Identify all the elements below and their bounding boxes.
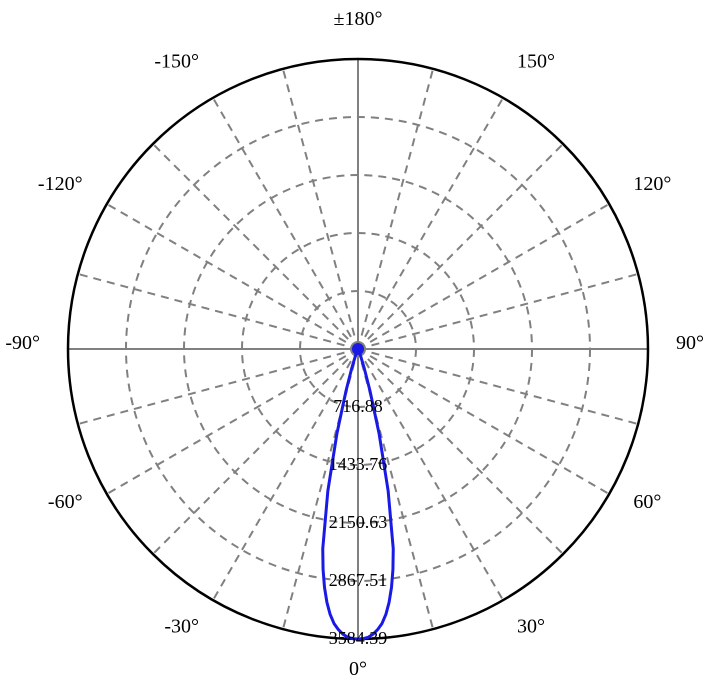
radial-tick-label: 3584.39 [329, 628, 388, 648]
angle-label: 120° [633, 173, 671, 195]
angle-label: 60° [633, 491, 661, 513]
radial-tick-label: 716.88 [333, 396, 383, 416]
angle-label: -90° [5, 332, 40, 354]
angle-label: -120° [38, 173, 83, 195]
radial-tick-label: 1433.76 [329, 454, 388, 474]
angle-label: 30° [517, 615, 545, 637]
radial-tick-label: 2867.51 [329, 570, 388, 590]
angle-label: 90° [676, 332, 704, 354]
angle-label: -150° [154, 51, 199, 73]
angle-label: 150° [517, 51, 555, 73]
radial-tick-label: 2150.63 [329, 512, 388, 532]
angle-label: -30° [164, 615, 199, 637]
angle-label: -60° [48, 491, 83, 513]
angle-label: ±180° [334, 8, 383, 30]
angle-label: 0° [349, 658, 367, 680]
polar-chart: 716.88 1433.76 2150.63 2867.51 3584.39 ±180° 1… [0, 0, 716, 698]
center-dot [352, 343, 364, 355]
